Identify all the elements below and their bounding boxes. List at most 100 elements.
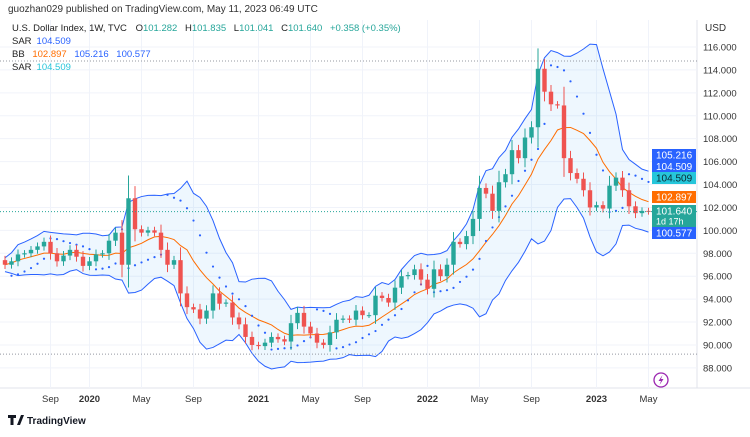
candle-body	[477, 187, 482, 219]
lightning-icon[interactable]	[653, 372, 669, 388]
candle-body	[9, 261, 14, 265]
candle-body	[269, 336, 274, 343]
sar-dot	[452, 286, 455, 289]
time-tick-label: May	[471, 394, 489, 405]
candle-body	[262, 342, 268, 347]
sar-dot	[198, 234, 202, 237]
price-tick-label: 112.000	[703, 88, 737, 99]
candle-body	[444, 264, 450, 277]
sar-dot	[380, 323, 384, 326]
candle-body	[93, 254, 99, 262]
sar-dot	[374, 329, 377, 333]
candle-body	[607, 185, 612, 209]
price-tick-label: 110.000	[703, 111, 737, 122]
candles	[2, 48, 651, 352]
time-tick-label: 2023	[586, 394, 607, 405]
price-tick-label: 116.000	[703, 43, 737, 54]
sar-price-label	[652, 161, 696, 172]
sar-dot	[218, 276, 221, 279]
sar-dot	[36, 262, 39, 265]
sar-dot	[406, 299, 410, 302]
legend-sar2[interactable]: SAR 104.509	[12, 62, 71, 73]
legend-ohlc: U.S. Dollar Index, 1W, TVC O101.282 H101…	[12, 23, 401, 34]
price-tick-label: 94.000	[703, 295, 732, 306]
candle-body	[191, 307, 196, 310]
price-tick-label: 108.000	[703, 134, 737, 145]
bb-upper-price-text: 105.216	[656, 151, 693, 162]
legend-symbol: U.S. Dollar Index, 1W, TVC	[12, 23, 127, 34]
candle-body	[145, 230, 151, 233]
candle-body	[509, 150, 515, 175]
candle-body	[340, 318, 346, 320]
candle-body	[87, 261, 92, 266]
sar-dot	[471, 268, 475, 271]
sar-dot	[133, 264, 137, 267]
overlays	[0, 60, 697, 355]
time-tick-label: Sep	[42, 394, 59, 405]
sar-dot	[595, 153, 598, 156]
sar-dot	[250, 314, 254, 317]
candle-body	[100, 253, 105, 255]
candle-body	[464, 236, 469, 245]
candle-body	[535, 68, 541, 128]
sar-dot	[140, 261, 143, 264]
bb-upper-line	[4, 43, 649, 310]
sar-dot	[556, 65, 559, 69]
sar-dot	[439, 290, 442, 293]
sar-dot	[361, 336, 364, 340]
sar-dot	[445, 289, 449, 292]
candle-body	[256, 344, 261, 347]
candle-body	[197, 309, 203, 319]
price-labels: 105.216 104.509 104.509 102.897 101.640 …	[652, 149, 696, 240]
candle-body	[373, 295, 378, 316]
legend-high: 101.835	[192, 23, 226, 34]
bb-lower-price-label	[652, 227, 696, 239]
candle-body	[28, 249, 34, 254]
bb-lower-price-text: 100.577	[656, 229, 693, 240]
sar-dot	[328, 312, 332, 316]
sar-dot	[575, 95, 579, 98]
candle-body	[438, 269, 443, 277]
legend-sar1[interactable]: SAR 104.509	[12, 36, 71, 47]
tradingview-brand: TradingView	[27, 416, 86, 427]
sar-dot	[211, 265, 215, 268]
tradingview-logo[interactable]: TradingView	[8, 415, 86, 427]
price-tick-label: 98.000	[703, 249, 732, 260]
time-tick-label: May	[640, 394, 658, 405]
parabolic-sar	[10, 64, 650, 351]
candle-body	[548, 91, 554, 105]
sar-dot	[465, 275, 468, 278]
candle-body	[74, 249, 79, 257]
sar-dot	[640, 177, 644, 181]
sar-dot	[387, 318, 390, 321]
candle-body	[483, 187, 489, 194]
sar-dot	[257, 324, 260, 327]
sar-dot	[23, 270, 26, 273]
candle-body	[334, 319, 339, 333]
sar-dot	[549, 64, 553, 67]
bb-basis-price-text: 102.897	[656, 193, 693, 204]
candle-body	[516, 150, 521, 159]
candle-body	[626, 190, 632, 207]
sar-dot	[101, 267, 104, 270]
legend-low: 101.041	[239, 23, 273, 34]
time-tick-label: Sep	[185, 394, 202, 405]
sar-dot	[322, 309, 325, 313]
sar-dot	[62, 240, 65, 243]
time-axis[interactable]: Sep 2020 May Sep 2021 May Sep 2022 May Sep 2023 May	[42, 394, 658, 405]
candle-body	[119, 232, 125, 265]
price-tick-label: 88.000	[703, 363, 732, 374]
candle-body	[35, 246, 40, 250]
candle-body	[542, 68, 547, 92]
legend-bb[interactable]: BB 102.897 105.216 100.577	[12, 49, 151, 60]
sar-dot	[192, 219, 195, 222]
price-axis[interactable]: 88.000 90.000 92.000 94.000 96.000 98.000 100.…	[703, 43, 737, 375]
candle-body	[314, 333, 320, 343]
legend: U.S. Dollar Index, 1W, TVC O101.282 H101…	[12, 23, 401, 73]
candle-body	[418, 269, 424, 280]
candle-body	[204, 310, 209, 319]
sar-dot	[530, 158, 533, 161]
candle-body	[379, 295, 385, 298]
price-tick-label: 90.000	[703, 340, 732, 351]
